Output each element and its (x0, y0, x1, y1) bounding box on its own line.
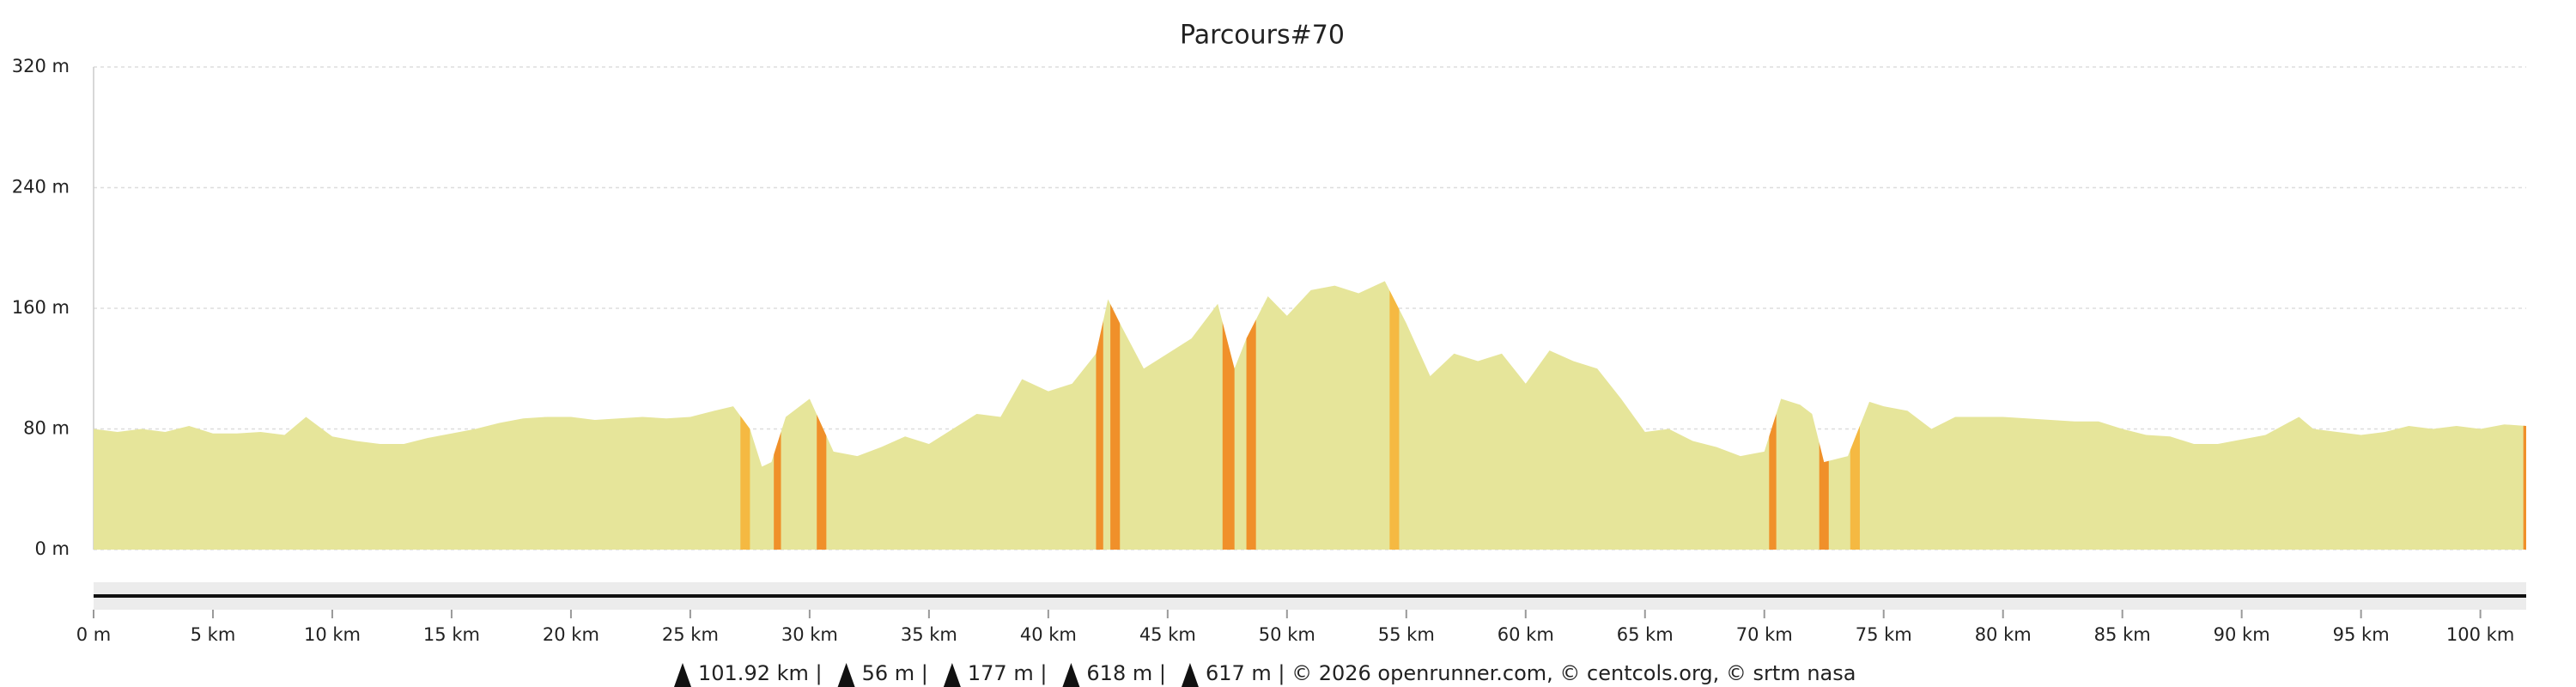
y-tick-label: 320 m (12, 56, 70, 76)
y-tick-label: 160 m (12, 297, 70, 318)
x-tick-label: 35 km (901, 624, 957, 645)
footer-stat: 617 m | © 2026 openrunner.com, © centcol… (1206, 661, 1856, 685)
footer-icon (943, 663, 961, 687)
x-tick-label: 45 km (1139, 624, 1196, 645)
x-tick-label: 70 km (1736, 624, 1793, 645)
x-tick-label: 0 m (76, 624, 112, 645)
x-tick-label: 75 km (1856, 624, 1912, 645)
steep-section (1110, 281, 1121, 550)
x-tick-label: 100 km (2446, 624, 2514, 645)
x-tick-label: 15 km (423, 624, 480, 645)
x-tick-label: 80 km (1975, 624, 2032, 645)
x-tick-label: 65 km (1617, 624, 1674, 645)
footer-stat: 618 m | (1086, 661, 1166, 685)
x-tick-label: 5 km (191, 624, 236, 645)
steep-section (1389, 281, 1400, 550)
y-tick-label: 80 m (23, 418, 70, 439)
x-tick-label: 10 km (304, 624, 361, 645)
footer-icon (674, 663, 691, 687)
x-tick-label: 95 km (2333, 624, 2390, 645)
steep-section (1246, 281, 1256, 550)
chart-title: Parcours#70 (1180, 21, 1345, 51)
footer-stat: 56 m | (862, 661, 928, 685)
x-tick-label: 25 km (662, 624, 719, 645)
steep-section (1096, 281, 1103, 550)
x-tick-label: 90 km (2214, 624, 2270, 645)
x-tick-label: 60 km (1498, 624, 1554, 645)
elevation-area (94, 281, 2526, 550)
footer-icon (837, 663, 855, 687)
x-tick-label: 85 km (2094, 624, 2151, 645)
x-tick-label: 30 km (781, 624, 838, 645)
footer-icon (1062, 663, 1080, 687)
footer-stat: 101.92 km | (698, 661, 823, 685)
x-tick-label: 50 km (1259, 624, 1315, 645)
footer-icon (1181, 663, 1199, 687)
y-tick-label: 240 m (12, 177, 70, 198)
x-tick-label: 20 km (543, 624, 599, 645)
footer-stat: 177 m | (968, 661, 1048, 685)
x-tick-label: 40 km (1020, 624, 1077, 645)
y-tick-label: 0 m (35, 538, 70, 559)
x-tick-label: 55 km (1378, 624, 1435, 645)
